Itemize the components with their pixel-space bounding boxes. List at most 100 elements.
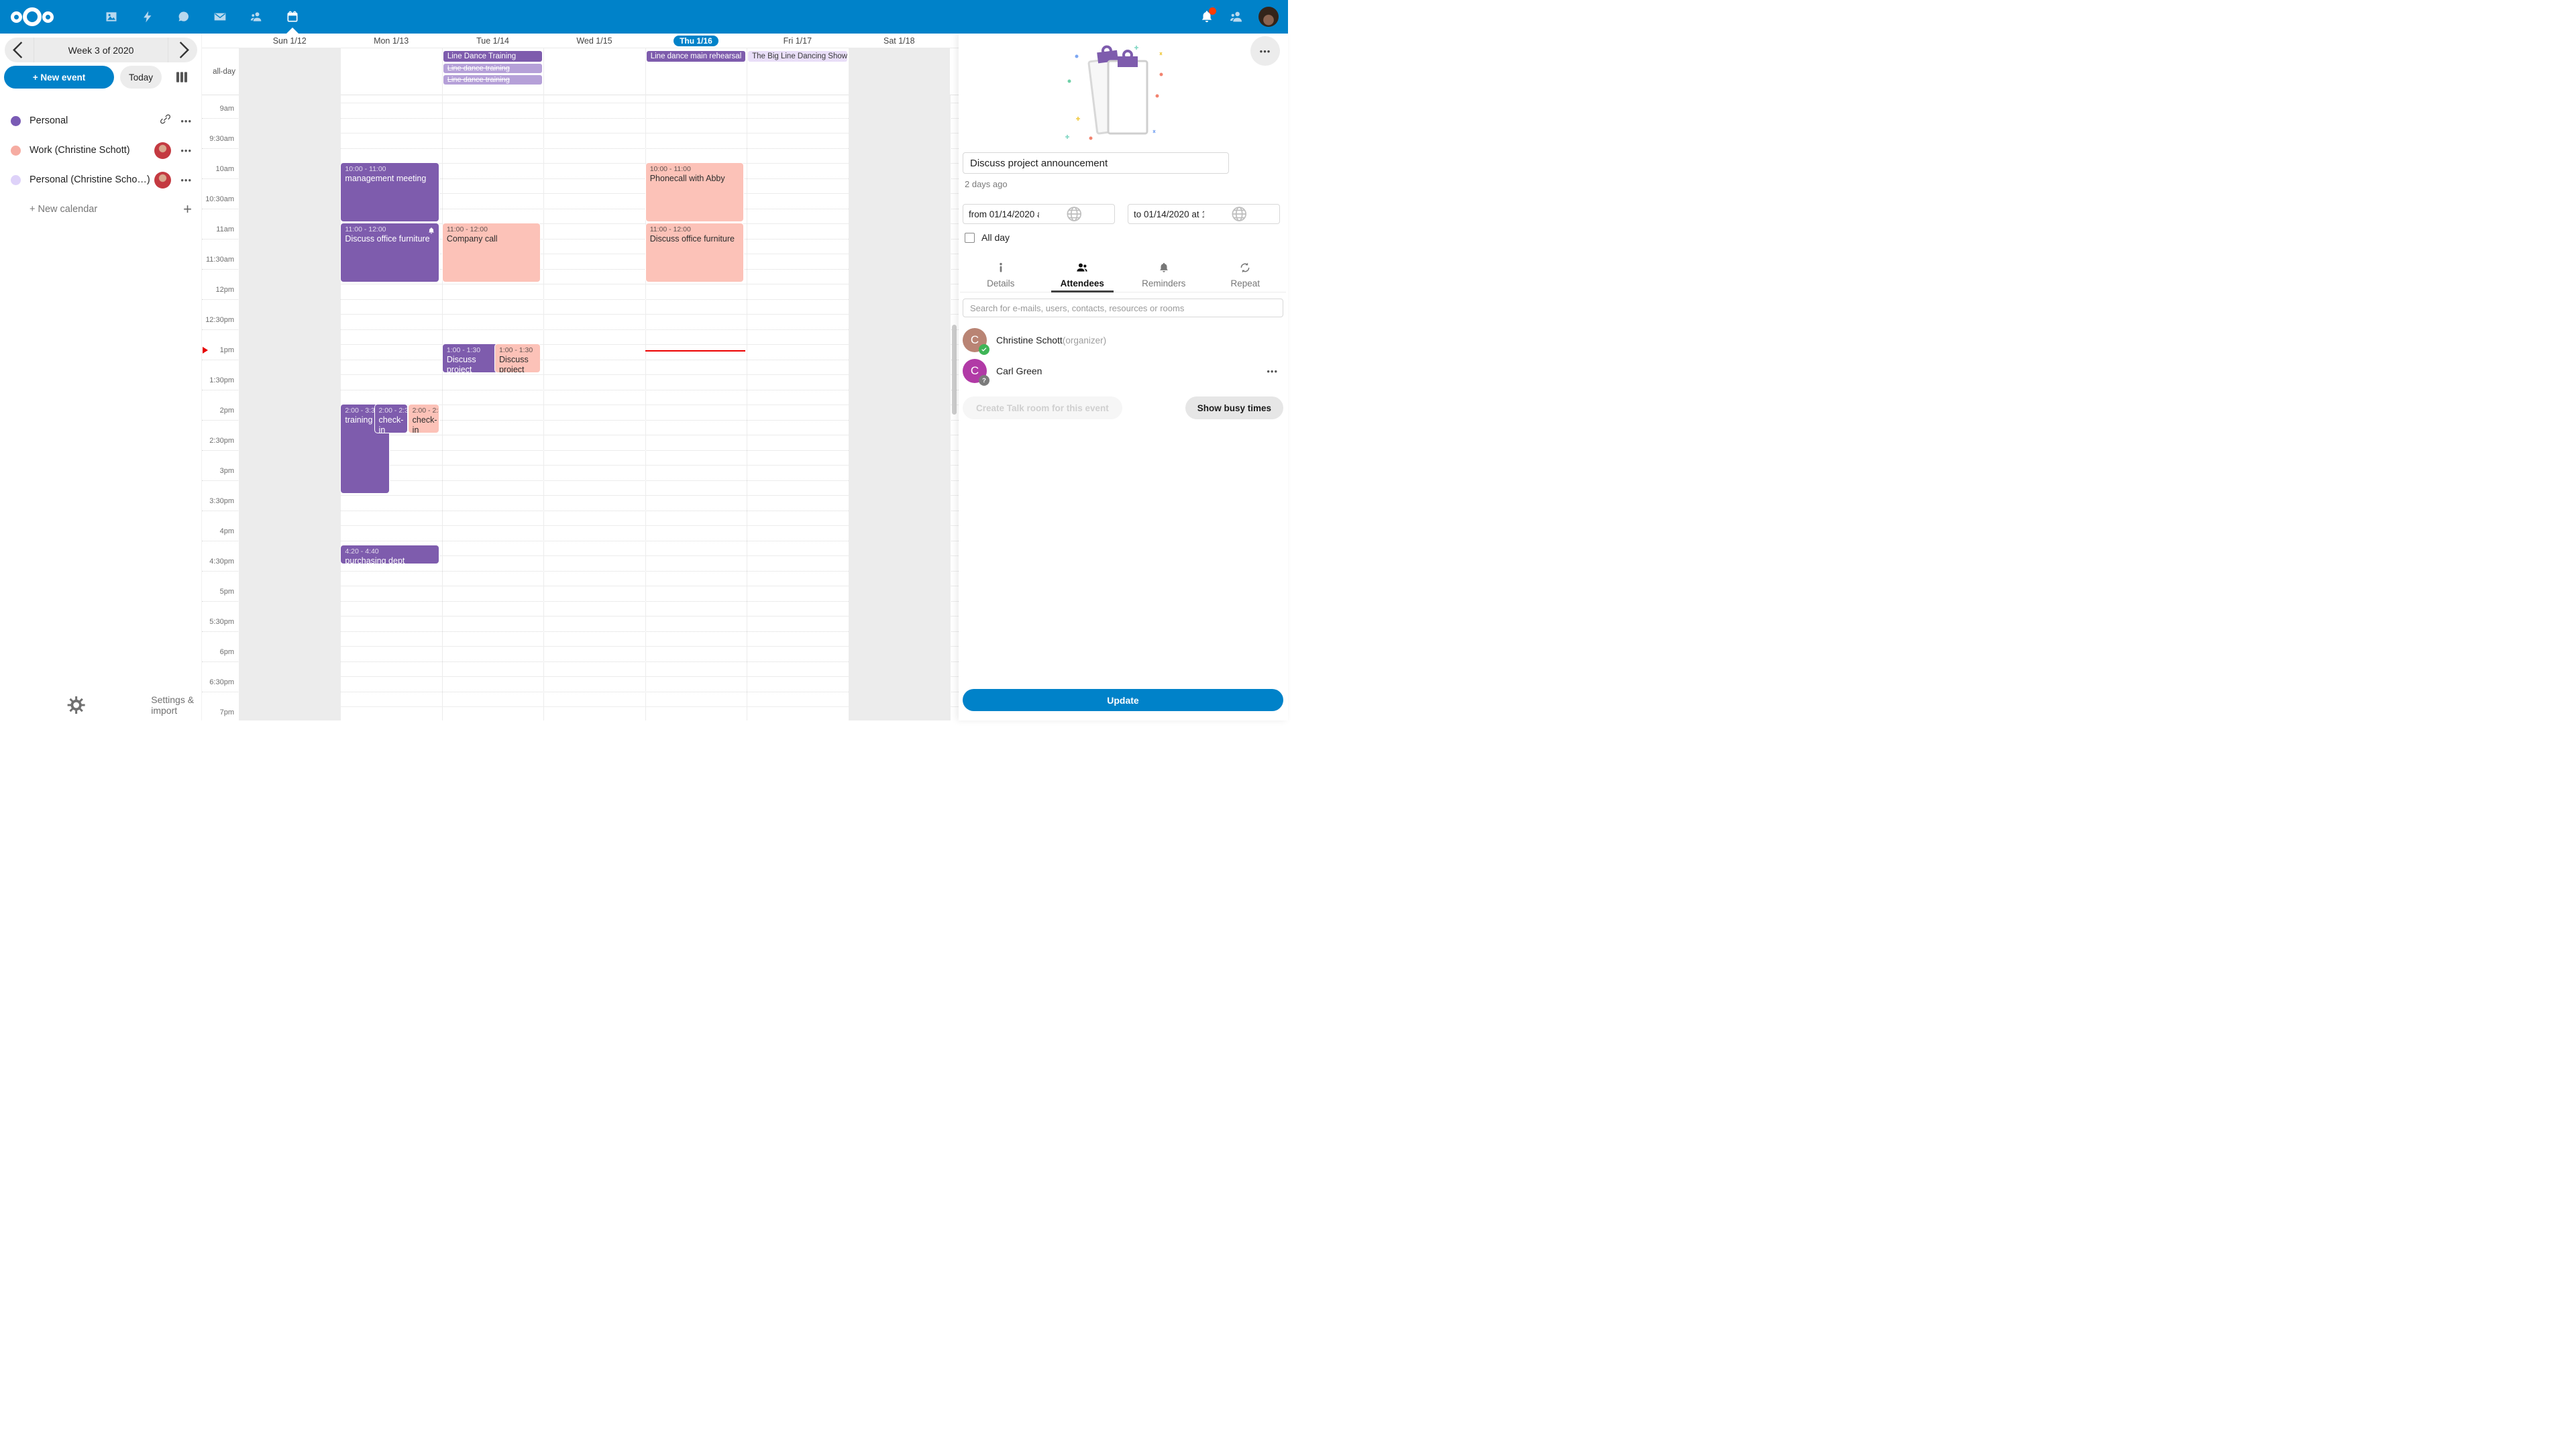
event-title-input[interactable] [963, 152, 1229, 174]
end-date-field[interactable]: to 01/14/2020 at 1:30 PM [1128, 204, 1280, 224]
attendee-name: Christine Schott [996, 335, 1063, 345]
event-time: 2:00 - 2:30 [378, 407, 407, 415]
new-calendar-label: + New calendar [30, 204, 98, 215]
view-toggle-button[interactable] [173, 68, 191, 86]
app-photos-button[interactable] [105, 10, 118, 23]
calendar-event[interactable]: 4:20 - 4:40 purchasing dept [341, 545, 439, 564]
app-activity-button[interactable] [141, 10, 154, 23]
grid-line [239, 133, 959, 134]
time-label: 12pm [215, 286, 234, 294]
day-header-fri[interactable]: Fri 1/17 [783, 36, 812, 46]
start-date-field[interactable]: from 01/14/2020 at 1:00 PM [963, 204, 1115, 224]
app-mail-button[interactable] [213, 10, 227, 23]
calendar-event[interactable]: 1:00 - 1:30 Discuss project [494, 344, 541, 372]
attendee-search-input[interactable] [963, 299, 1283, 317]
time-label: 11:30am [206, 256, 234, 264]
grid-line-quarter [202, 449, 959, 451]
grid-line [239, 344, 959, 345]
tab-attendees[interactable]: Attendees [1042, 255, 1124, 292]
create-talk-room-button[interactable]: Create Talk room for this event [963, 396, 1122, 419]
calendar-event[interactable]: 10:00 - 11:00 Phonecall with Abby [645, 163, 744, 221]
calendar-week-view: Sun 1/12 Mon 1/13 Tue 1/14 Wed 1/15 Thu 1/16… [201, 34, 959, 720]
calendar-list-item[interactable]: Personal (Christine Scho…) ••• [0, 165, 201, 195]
grid-line [239, 495, 959, 496]
today-button[interactable]: Today [120, 66, 162, 89]
all-day-event[interactable]: The Big Line Dancing Show [748, 51, 847, 62]
grid-line-quarter [202, 329, 959, 330]
day-header-sat[interactable]: Sat 1/18 [883, 36, 915, 46]
all-day-event[interactable]: Line dance training [443, 64, 543, 73]
notifications-button[interactable] [1199, 7, 1216, 24]
calendar-name: Personal [30, 115, 68, 126]
tab-reminders[interactable]: Reminders [1123, 255, 1205, 292]
calendar-scrollbar-thumb[interactable] [952, 325, 957, 415]
show-busy-times-button[interactable]: Show busy times [1185, 396, 1283, 419]
contacts-icon [250, 10, 263, 23]
time-label: 7pm [219, 708, 234, 716]
time-label: 6pm [219, 648, 234, 656]
calendar-list-item[interactable]: Work (Christine Schott) ••• [0, 136, 201, 165]
column-divider [645, 95, 646, 720]
calendar-icon [286, 10, 299, 23]
day-header-wed[interactable]: Wed 1/15 [576, 36, 612, 46]
calendar-event[interactable]: 11:00 - 12:00 Company call [442, 223, 541, 282]
new-calendar-button[interactable]: + New calendar + [0, 195, 201, 224]
update-button[interactable]: Update [963, 689, 1283, 711]
folder-icon: undefined [68, 10, 82, 23]
calendar-actions-button[interactable]: ••• [180, 174, 192, 185]
grid-line-quarter [202, 117, 959, 119]
share-link-icon[interactable] [160, 113, 171, 128]
calendar-actions-button[interactable]: ••• [180, 145, 192, 156]
grid-line-quarter [202, 661, 959, 662]
tab-repeat[interactable]: Repeat [1205, 255, 1287, 292]
app-files-button[interactable]: undefined [68, 10, 82, 23]
settings-button[interactable]: Settings & import [0, 694, 201, 716]
calendar-list-item[interactable]: Personal ••• [0, 106, 201, 136]
grid-line [239, 223, 959, 224]
event-title: check-in [412, 415, 437, 433]
event-time: 11:00 - 12:00 [649, 225, 691, 233]
all-day-event[interactable]: Line dance training [443, 75, 543, 85]
calendar-event[interactable]: 2:00 - 2:30check-in [408, 405, 439, 433]
account-avatar[interactable] [1258, 7, 1279, 27]
all-day-checkbox[interactable] [965, 232, 975, 243]
day-header-mon[interactable]: Mon 1/13 [374, 36, 409, 46]
event-title: management meeting [345, 174, 427, 184]
calendar-item-icons: + [183, 201, 192, 218]
attendee-actions-button[interactable]: ••• [1267, 366, 1278, 376]
column-divider [441, 95, 443, 720]
all-day-cell: Line Dance Training Line dance training Li… [441, 48, 543, 95]
time-label: 11am [216, 225, 234, 233]
all-day-toggle[interactable]: All day [965, 232, 1010, 243]
day-header-tue[interactable]: Tue 1/14 [476, 36, 510, 46]
all-day-event[interactable]: Line dance main rehearsal [646, 51, 746, 62]
accepted-badge [979, 344, 989, 355]
time-label: 6:30pm [209, 678, 234, 686]
app-navigation: undefined [68, 0, 299, 34]
grid-line [239, 676, 959, 677]
event-title: Company call [446, 234, 498, 244]
app-calendar-button[interactable] [286, 10, 299, 23]
nextcloud-logo[interactable] [11, 7, 55, 27]
calendar-event[interactable]: 11:00 - 12:00 Discuss office furniture [341, 223, 439, 282]
calendar-actions-button[interactable]: ••• [180, 115, 192, 126]
previous-week-button[interactable] [5, 38, 34, 62]
app-contacts-button[interactable] [250, 10, 263, 23]
all-day-event[interactable]: Line Dance Training [443, 51, 543, 62]
day-header-sun[interactable]: Sun 1/12 [272, 36, 307, 46]
calendar-event[interactable]: 2:00 - 2:30check-in [374, 405, 407, 433]
tab-label: Repeat [1230, 278, 1260, 288]
contacts-menu-button[interactable] [1229, 9, 1244, 24]
event-actions-button[interactable]: ••• [1250, 36, 1280, 66]
time-label: 12:30pm [205, 316, 234, 324]
tab-details[interactable]: Details [960, 255, 1042, 292]
weekend-shading [848, 95, 950, 720]
day-header-thu[interactable]: Thu 1/16 [645, 34, 747, 48]
calendar-event[interactable]: 11:00 - 12:00 Discuss office furniture [645, 223, 744, 282]
next-week-button[interactable] [168, 38, 197, 62]
event-time: 1:00 - 1:30 [446, 346, 481, 354]
new-event-button[interactable]: + New event [4, 66, 114, 89]
app-talk-button[interactable] [177, 10, 191, 23]
calendar-event[interactable]: 10:00 - 11:00 management meeting [341, 163, 439, 221]
